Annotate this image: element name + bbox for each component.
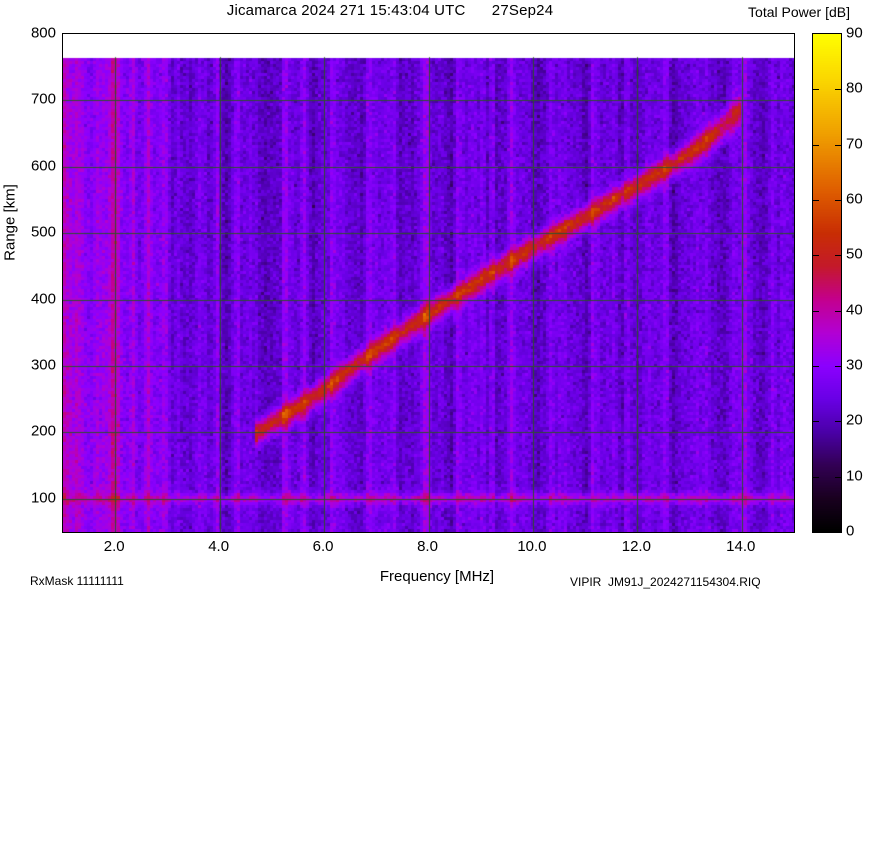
- colorbar-tick: [835, 89, 841, 91]
- colorbar-tick-label: 40: [846, 301, 863, 319]
- x-tick-major: [63, 784, 64, 791]
- colorbar-tick: [813, 476, 819, 478]
- x-tick-label: 6.0: [312, 538, 334, 555]
- y-tick-label: 100: [30, 489, 56, 507]
- y-tick-label: 300: [30, 356, 56, 374]
- colorbar-tick: [835, 200, 841, 201]
- colorbar-tick-label: 80: [846, 79, 863, 97]
- colorbar-tick: [835, 255, 841, 257]
- page-title: Jicamarca 2024 271 15:43:04 UTC 27Sep24: [226, 2, 554, 19]
- x-tick-label: 4.0: [208, 538, 230, 555]
- colorbar-tick: [813, 144, 819, 146]
- y-axis-labels: 100 200 300 400 500 600 700 800: [0, 25, 56, 533]
- colorbar-tick: [835, 310, 841, 312]
- ionogram-figure: Jicamarca 2024 271 15:43:04 UTC 27Sep24 …: [0, 2, 874, 589]
- x-tick-major: [63, 680, 64, 687]
- colorbar-labels: 0 10 20 30 40 50 60 70 80 90: [846, 25, 874, 540]
- colorbar-tick: [835, 476, 841, 478]
- x-tick-major-top: [63, 687, 64, 694]
- x-tick-minor-top: [63, 843, 64, 848]
- colorbar-tick: [813, 366, 819, 367]
- colorbar-tick-label: 90: [846, 24, 863, 42]
- colorbar-tick: [813, 89, 819, 91]
- y-tick-label: 600: [30, 157, 56, 175]
- x-tick-label: 14.0: [726, 538, 756, 555]
- x-axis-title: Frequency [MHz]: [379, 568, 495, 585]
- rxmask-label: RxMask 11111111: [30, 574, 124, 588]
- ionogram-heatmap: [63, 34, 794, 532]
- colorbar-tick-label: 10: [846, 467, 863, 485]
- colorbar-tick-label: 60: [846, 190, 863, 208]
- colorbar-tick: [813, 421, 819, 423]
- x-tick-label: 2.0: [103, 538, 125, 555]
- colorbar-tick: [835, 366, 841, 367]
- x-axis-labels: 2.0 4.0 6.0 8.0 10.0 12.0 14.0: [62, 538, 795, 560]
- plot-area: [62, 33, 795, 533]
- y-tick-label: 400: [30, 290, 56, 308]
- y-tick-label: 800: [30, 24, 56, 42]
- x-tick-label: 8.0: [417, 538, 438, 555]
- colorbar-tick-label: 0: [846, 522, 855, 540]
- y-axis-title: Range [km]: [1, 184, 19, 261]
- colorbar-tick: [835, 144, 841, 146]
- colorbar-tick: [813, 310, 819, 312]
- x-tick-label: 12.0: [621, 538, 651, 555]
- colorbar-tick-label: 50: [846, 245, 863, 263]
- source-file-label: VIPIR JM91J_2024271154304.RIQ: [570, 575, 761, 589]
- colorbar-title: Total Power [dB]: [748, 4, 850, 20]
- colorbar-tick: [813, 200, 819, 201]
- colorbar-tick-label: 20: [846, 411, 863, 429]
- y-tick-label: 700: [30, 90, 56, 108]
- y-tick-label: 200: [30, 422, 56, 440]
- colorbar-gradient: [813, 34, 841, 532]
- colorbar-tick-label: 30: [846, 356, 863, 374]
- y-tick-label: 500: [30, 223, 56, 241]
- colorbar-tick-label: 70: [846, 135, 863, 153]
- colorbar-tick: [835, 421, 841, 423]
- colorbar: [812, 33, 842, 533]
- x-tick-label: 10.0: [517, 538, 547, 555]
- colorbar-tick: [813, 255, 819, 257]
- x-tick-major-top: [63, 791, 64, 798]
